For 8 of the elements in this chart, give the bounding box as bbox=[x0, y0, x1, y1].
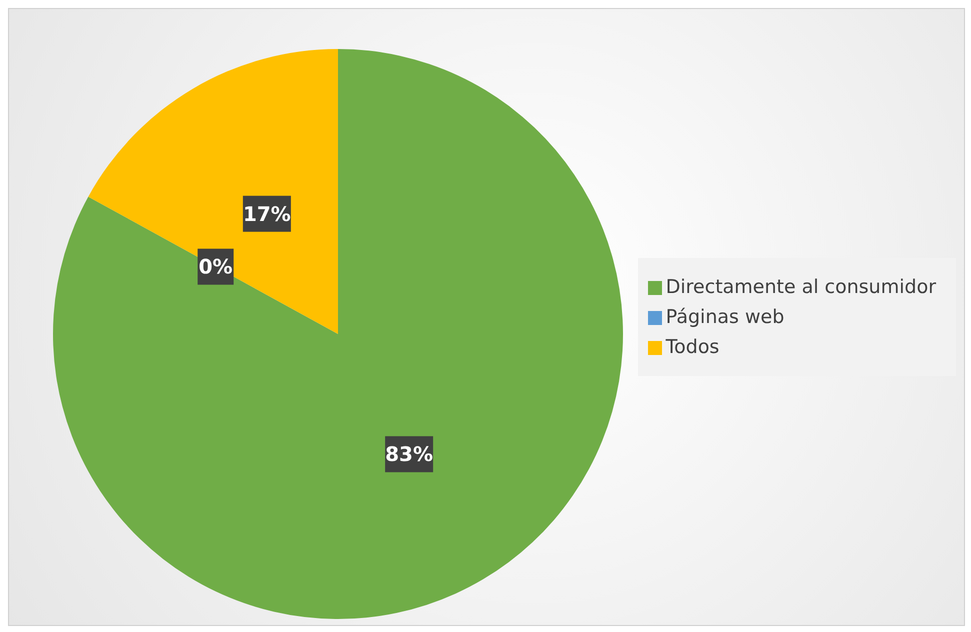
legend-label: Directamente al consumidor bbox=[666, 276, 936, 298]
pie-slice bbox=[53, 49, 623, 619]
legend-label: Todos bbox=[666, 336, 720, 358]
data-label: 17% bbox=[242, 202, 291, 226]
data-label: 83% bbox=[385, 442, 434, 466]
legend-label: Páginas web bbox=[666, 306, 784, 328]
text: 0% bbox=[198, 254, 233, 279]
pie-slice bbox=[88, 49, 338, 334]
